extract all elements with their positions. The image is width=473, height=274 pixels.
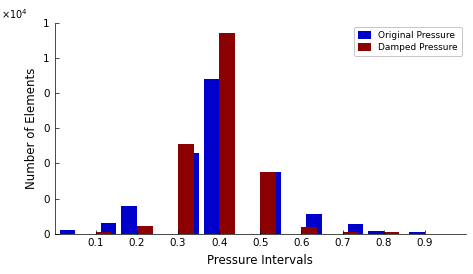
- Y-axis label: Number of Elements: Number of Elements: [25, 68, 37, 189]
- Bar: [301, 227, 317, 234]
- Legend: Original Pressure, Damped Pressure: Original Pressure, Damped Pressure: [354, 27, 462, 56]
- Bar: [96, 232, 111, 234]
- Bar: [342, 232, 358, 234]
- Bar: [60, 230, 75, 234]
- Bar: [368, 230, 384, 234]
- Bar: [384, 232, 399, 234]
- Bar: [265, 172, 281, 234]
- Bar: [203, 79, 219, 234]
- Bar: [137, 226, 152, 234]
- Bar: [260, 172, 276, 234]
- Bar: [121, 206, 137, 234]
- Bar: [178, 144, 193, 234]
- Text: $\times 10^4$: $\times 10^4$: [1, 7, 28, 21]
- Bar: [409, 232, 425, 234]
- X-axis label: Pressure Intervals: Pressure Intervals: [207, 254, 313, 267]
- Bar: [101, 223, 116, 234]
- Bar: [348, 224, 363, 234]
- Bar: [183, 153, 199, 234]
- Bar: [307, 214, 322, 234]
- Bar: [219, 33, 235, 234]
